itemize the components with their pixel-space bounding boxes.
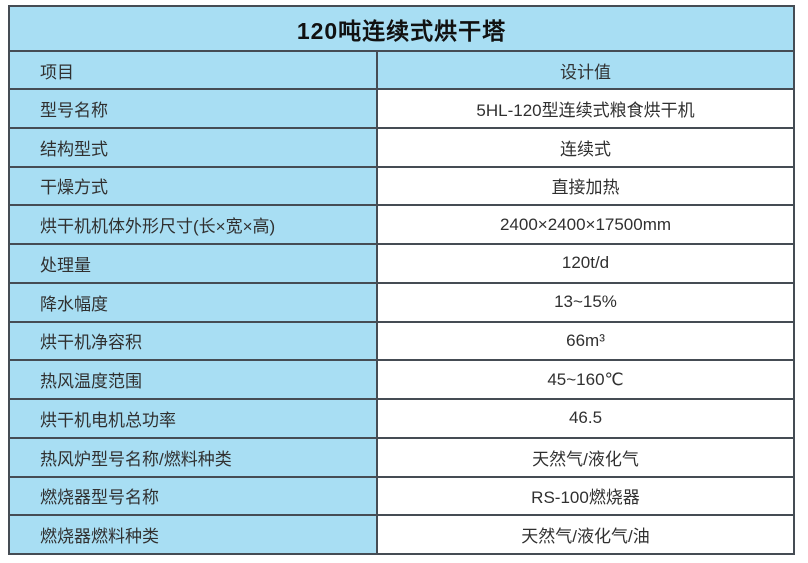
row-value: 5HL-120型连续式粮食烘干机: [378, 90, 793, 127]
header-value-cell: 设计值: [378, 52, 793, 88]
row-label: 热风炉型号名称/燃料种类: [10, 438, 378, 476]
table-row-net-volume: 烘干机净容积 66m³: [10, 320, 793, 360]
row-value: 直接加热: [378, 167, 793, 205]
table-row-burner-model: 燃烧器型号名称 RS-100燃烧器: [10, 475, 793, 515]
table-row-model-name: 型号名称 5HL-120型连续式粮食烘干机: [10, 88, 793, 127]
table-row-furnace-model-fuel: 热风炉型号名称/燃料种类 天然气/液化气: [10, 436, 793, 476]
row-label: 结构型式: [10, 128, 378, 166]
header-item-cell: 项目: [10, 52, 378, 88]
table-row-hot-air-temp-range: 热风温度范围 45~160℃: [10, 359, 793, 398]
table-header-row: 项目 设计值: [10, 50, 793, 88]
table-row-structure-type: 结构型式 连续式: [10, 126, 793, 166]
row-value: 120t/d: [378, 245, 793, 282]
dryer-spec-table: 120吨连续式烘干塔 项目 设计值 型号名称 5HL-120型连续式粮食烘干机 …: [8, 5, 795, 555]
table-row-body-dimensions: 烘干机机体外形尺寸(长×宽×高) 2400×2400×17500mm: [10, 204, 793, 243]
row-value: 天然气/液化气: [378, 438, 793, 476]
row-label: 烘干机电机总功率: [10, 400, 378, 437]
table-row-motor-total-power: 烘干机电机总功率 46.5: [10, 398, 793, 437]
row-label: 干燥方式: [10, 167, 378, 205]
row-label: 燃烧器燃料种类: [10, 516, 378, 553]
row-label: 烘干机机体外形尺寸(长×宽×高): [10, 206, 378, 243]
table-row-burner-fuel-type: 燃烧器燃料种类 天然气/液化气/油: [10, 514, 793, 553]
row-label: 处理量: [10, 245, 378, 282]
row-value: 连续式: [378, 128, 793, 166]
row-value: 45~160℃: [378, 361, 793, 398]
row-label: 烘干机净容积: [10, 322, 378, 360]
row-label: 燃烧器型号名称: [10, 477, 378, 515]
row-label: 降水幅度: [10, 283, 378, 321]
row-value: RS-100燃烧器: [378, 477, 793, 515]
table-row-drying-method: 干燥方式 直接加热: [10, 165, 793, 205]
row-label: 热风温度范围: [10, 361, 378, 398]
row-value: 13~15%: [378, 283, 793, 321]
row-value: 66m³: [378, 322, 793, 360]
table-row-capacity: 处理量 120t/d: [10, 243, 793, 282]
row-value: 2400×2400×17500mm: [378, 206, 793, 243]
row-label: 型号名称: [10, 90, 378, 127]
table-title: 120吨连续式烘干塔: [10, 7, 793, 50]
row-value: 46.5: [378, 400, 793, 437]
table-row-moisture-reduction: 降水幅度 13~15%: [10, 281, 793, 321]
row-value: 天然气/液化气/油: [378, 516, 793, 553]
